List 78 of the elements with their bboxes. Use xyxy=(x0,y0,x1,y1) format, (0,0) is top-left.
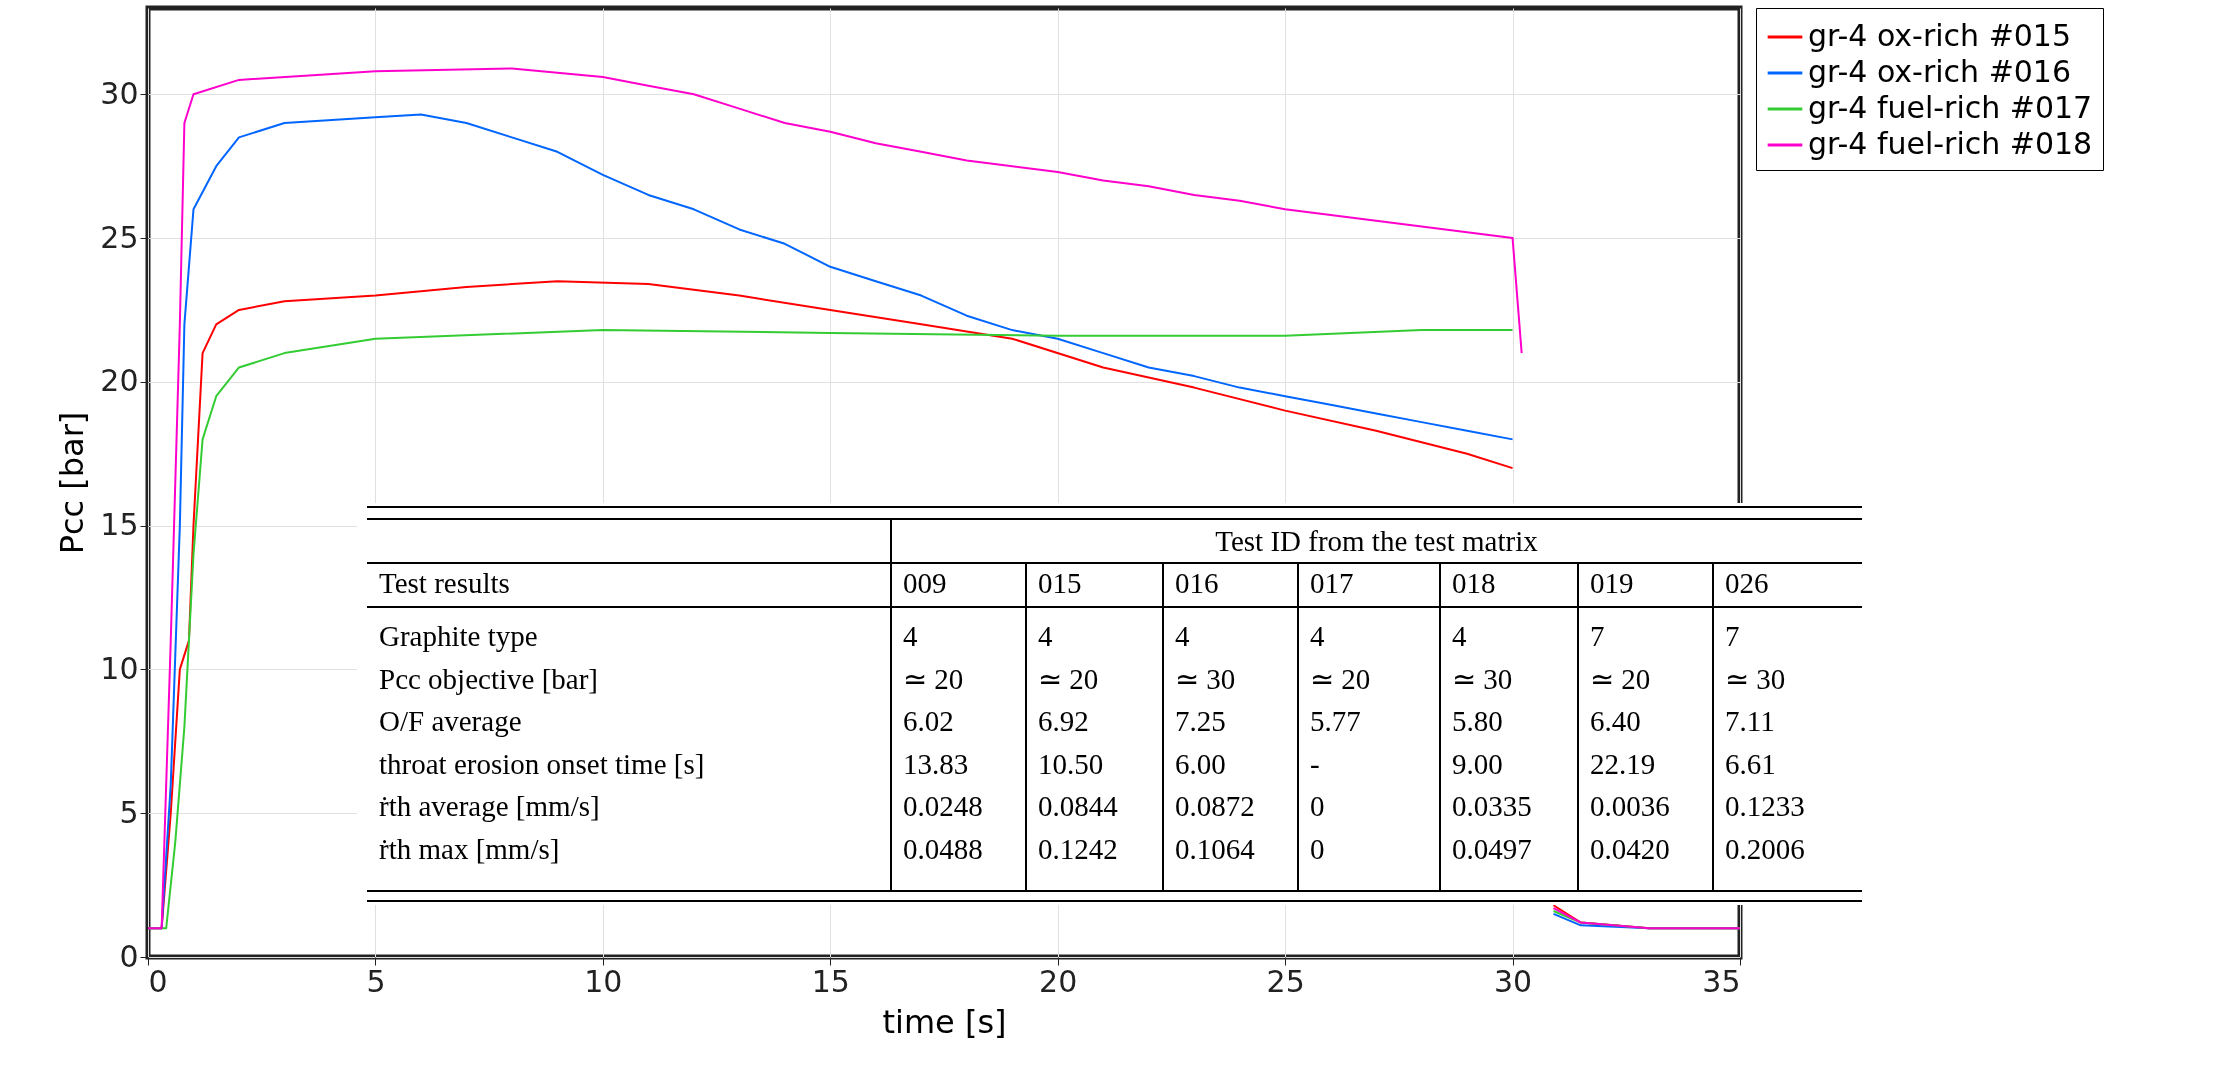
y-tick-label: 5 xyxy=(119,794,139,830)
annotation: ≃ 20 xyxy=(1310,663,1371,695)
annotation: 0.0248 xyxy=(903,790,983,822)
annotation: 22.19 xyxy=(1590,748,1656,780)
annotation: 0.1064 xyxy=(1175,833,1256,865)
legend-label: gr-4 ox-rich #016 xyxy=(1808,54,2072,89)
legend-label: gr-4 fuel-rich #017 xyxy=(1808,90,2093,125)
annotation: 0.2006 xyxy=(1725,833,1805,865)
annotation: 7 xyxy=(1725,620,1740,652)
y-tick-label: 15 xyxy=(100,507,139,543)
annotation: 009 xyxy=(903,567,947,599)
annotation: ≃ 30 xyxy=(1725,663,1786,695)
annotation: 015 xyxy=(1038,567,1082,599)
annotation: Graphite type xyxy=(379,620,538,652)
x-tick-label: 0 xyxy=(148,963,168,999)
y-tick-label: 30 xyxy=(100,75,139,111)
annotation: 4 xyxy=(1452,620,1467,652)
annotation: ≃ 20 xyxy=(1038,663,1099,695)
annotation: ≃ 20 xyxy=(903,663,964,695)
annotation: 019 xyxy=(1590,567,1634,599)
annotation: 0.0844 xyxy=(1038,790,1119,822)
annotation: 0 xyxy=(1310,790,1325,822)
annotation: 6.92 xyxy=(1038,705,1089,737)
y-tick-label: 20 xyxy=(100,363,139,399)
annotation: 4 xyxy=(903,620,918,652)
annotation: 6.40 xyxy=(1590,705,1641,737)
annotation: 0.0420 xyxy=(1590,833,1670,865)
annotation: 4 xyxy=(1175,620,1190,652)
annotation: 0.0872 xyxy=(1175,790,1255,822)
x-tick-label: 10 xyxy=(584,963,623,999)
annotation: 7.25 xyxy=(1175,705,1226,737)
annotation: ≃ 30 xyxy=(1175,663,1236,695)
annotation: 9.00 xyxy=(1452,748,1503,780)
annotation: 6.00 xyxy=(1175,748,1226,780)
annotation: 0 xyxy=(1310,833,1325,865)
y-tick-label: 0 xyxy=(119,938,139,974)
annotation: ≃ 30 xyxy=(1452,663,1513,695)
annotation: throat erosion onset time [s] xyxy=(379,748,705,780)
annotation: 13.83 xyxy=(903,748,969,780)
annotation: 10.50 xyxy=(1038,748,1104,780)
annotation: O/F average xyxy=(379,705,522,737)
annotation: 6.02 xyxy=(903,705,954,737)
annotation: ≃ 20 xyxy=(1590,663,1651,695)
annotation: 0.0488 xyxy=(903,833,983,865)
y-tick-label: 10 xyxy=(100,650,139,686)
annotation: 5.80 xyxy=(1452,705,1503,737)
annotation: Test results xyxy=(379,567,510,599)
x-axis-title: time [s] xyxy=(882,1002,1007,1041)
annotation: 6.61 xyxy=(1725,748,1776,780)
annotation: Pcc objective [bar] xyxy=(379,663,599,695)
annotation: ṙth average [mm/s] xyxy=(379,790,600,822)
legend-label: gr-4 fuel-rich #018 xyxy=(1808,126,2093,161)
x-tick-label: 35 xyxy=(1702,963,1741,999)
annotation: 7.11 xyxy=(1725,705,1775,737)
annotation: 0.0335 xyxy=(1452,790,1532,822)
annotation: Test ID from the test matrix xyxy=(1215,525,1539,557)
annotation: 0.1233 xyxy=(1725,790,1805,822)
legend-label: gr-4 ox-rich #015 xyxy=(1808,18,2072,53)
annotation: 4 xyxy=(1038,620,1053,652)
x-tick-label: 20 xyxy=(1039,963,1078,999)
annotation: 5.77 xyxy=(1310,705,1361,737)
x-tick-label: 30 xyxy=(1493,963,1533,999)
annotation: ṙth max [mm/s] xyxy=(379,833,560,865)
annotation: 018 xyxy=(1452,567,1496,599)
annotation: 017 xyxy=(1310,567,1354,599)
annotation: 016 xyxy=(1175,567,1219,599)
x-tick-label: 25 xyxy=(1266,963,1305,999)
annotation: 7 xyxy=(1590,620,1605,652)
annotation: 026 xyxy=(1725,567,1769,599)
y-axis-title: Pcc [bar] xyxy=(53,411,92,555)
x-tick-label: 5 xyxy=(366,963,386,999)
annotation: 4 xyxy=(1310,620,1325,652)
x-tick-label: 15 xyxy=(811,963,850,999)
annotation: 0.1242 xyxy=(1038,833,1118,865)
y-tick-label: 25 xyxy=(100,219,139,255)
annotation: - xyxy=(1310,748,1320,780)
annotation: 0.0497 xyxy=(1452,833,1532,865)
annotation: 0.0036 xyxy=(1590,790,1670,822)
